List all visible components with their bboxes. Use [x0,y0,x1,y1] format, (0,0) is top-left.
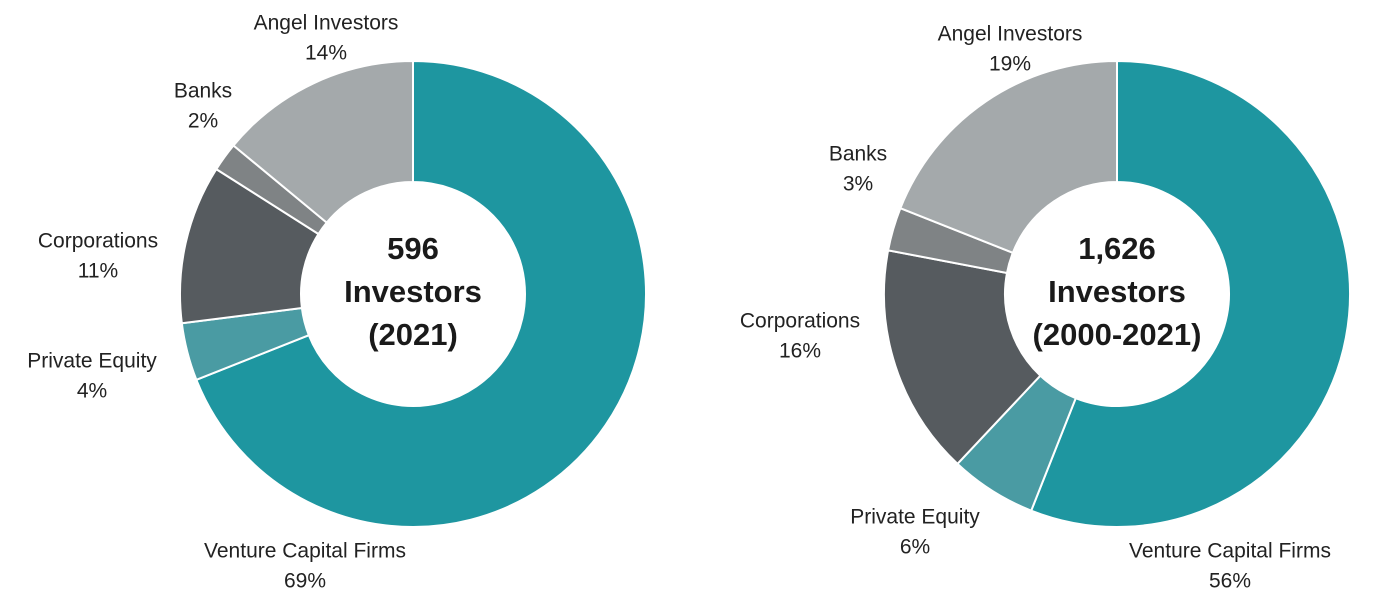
segment-value-label: 16% [779,340,821,363]
center-label: 596 [387,231,439,266]
segment-label: Private Equity [850,506,980,529]
segment-value-label: 3% [843,173,873,196]
segment-label: Angel Investors [254,12,399,35]
segment-value-label: 14% [305,42,347,65]
donut-segment [1029,59,1352,528]
segment-label: Venture Capital Firms [204,540,406,563]
donut-hole [302,183,524,405]
segment-value-label: 11% [78,260,118,283]
donut-segment [232,59,414,225]
segment-value-label: 2% [188,110,218,133]
donut-segment [899,59,1118,255]
segment-label: Corporations [38,230,158,253]
segment-label: Venture Capital Firms [1129,540,1331,563]
center-label: (2000-2021) [1033,317,1202,352]
center-label: Investors [344,274,482,309]
segment-value-label: 6% [900,536,930,559]
center-label: (2021) [368,317,458,352]
segment-value-label: 19% [989,53,1031,76]
segment-value-label: 69% [284,570,326,593]
segment-value-label: 56% [1209,570,1251,593]
segment-label: Angel Investors [938,23,1083,46]
segment-label: Private Equity [27,350,157,373]
donut-segment [883,249,1042,466]
segment-label: Banks [829,143,887,166]
center-label: Investors [1048,274,1186,309]
donut-segment [195,59,647,528]
center-label: 1,626 [1078,231,1156,266]
segment-label: Banks [174,80,232,103]
donut-hole [1006,183,1228,405]
segment-value-label: 4% [77,380,107,403]
segment-label: Corporations [740,310,860,333]
